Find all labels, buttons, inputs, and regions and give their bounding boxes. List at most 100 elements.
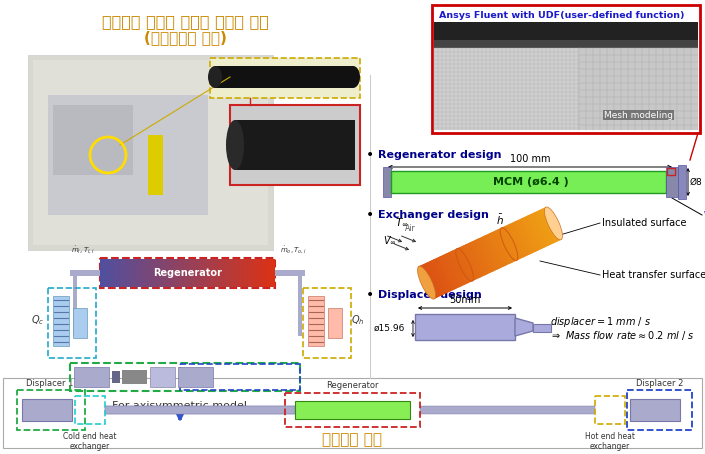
Bar xyxy=(199,259,200,287)
Bar xyxy=(268,259,269,287)
Bar xyxy=(130,259,131,287)
Text: $T_\infty$: $T_\infty$ xyxy=(396,216,409,228)
Bar xyxy=(105,406,295,414)
Bar xyxy=(476,238,495,272)
Bar xyxy=(256,259,257,287)
Bar xyxy=(197,259,198,287)
Bar xyxy=(472,240,490,274)
Bar xyxy=(457,247,476,281)
Bar xyxy=(148,259,149,287)
Text: $\bar{h}$: $\bar{h}$ xyxy=(496,213,504,227)
Text: $Q_h$: $Q_h$ xyxy=(351,313,364,327)
Bar xyxy=(100,259,101,287)
Bar xyxy=(202,259,203,287)
Text: Insulated surface: Insulated surface xyxy=(602,218,687,228)
Bar xyxy=(308,296,324,346)
Bar xyxy=(159,259,160,287)
Bar xyxy=(443,253,462,287)
Bar xyxy=(235,120,355,170)
Bar xyxy=(501,227,519,261)
Bar xyxy=(188,259,189,287)
Text: Ansys Fluent with UDF(user-defined function): Ansys Fluent with UDF(user-defined funct… xyxy=(439,10,685,20)
Bar xyxy=(537,210,556,244)
Bar xyxy=(484,234,503,268)
Bar xyxy=(174,259,175,287)
Bar xyxy=(167,259,168,287)
Bar xyxy=(138,259,139,287)
Bar xyxy=(53,105,133,175)
Bar xyxy=(465,243,484,277)
Bar xyxy=(147,259,148,287)
Bar xyxy=(252,259,253,287)
Bar xyxy=(212,259,213,287)
Bar xyxy=(136,259,137,287)
Bar xyxy=(101,259,102,287)
Bar xyxy=(434,48,579,130)
Bar xyxy=(422,263,441,297)
Bar xyxy=(516,219,534,254)
Bar xyxy=(228,259,229,287)
Bar xyxy=(216,259,217,287)
Bar xyxy=(497,228,515,262)
Ellipse shape xyxy=(208,66,222,88)
Bar xyxy=(328,308,342,338)
Bar xyxy=(495,229,514,263)
Bar xyxy=(112,371,120,383)
Bar xyxy=(488,232,506,267)
Bar xyxy=(181,259,182,287)
Bar xyxy=(429,260,448,294)
Bar xyxy=(74,367,109,387)
Bar xyxy=(298,276,302,336)
Bar xyxy=(533,324,551,332)
Bar xyxy=(121,259,122,287)
Text: Working fluid (water): Working fluid (water) xyxy=(704,211,705,219)
Bar xyxy=(440,255,458,289)
Bar xyxy=(227,259,228,287)
Bar xyxy=(450,250,468,285)
Bar xyxy=(160,259,161,287)
Bar xyxy=(266,259,267,287)
Bar xyxy=(229,259,230,287)
Bar xyxy=(194,259,195,287)
Bar xyxy=(186,259,187,287)
Bar xyxy=(200,259,201,287)
Bar xyxy=(116,259,117,287)
Bar xyxy=(434,22,698,40)
Bar xyxy=(482,236,500,270)
Bar xyxy=(168,259,169,287)
Bar xyxy=(208,259,209,287)
Bar xyxy=(190,259,191,287)
Text: $\dot{m}_i, T_{i,i}$: $\dot{m}_i, T_{i,i}$ xyxy=(71,245,95,257)
Bar xyxy=(106,259,107,287)
Bar xyxy=(530,213,549,247)
Bar xyxy=(166,259,167,287)
Text: MCM (ø6.4 ): MCM (ø6.4 ) xyxy=(493,177,568,187)
Bar xyxy=(215,66,353,88)
Text: Displacer design: Displacer design xyxy=(378,290,482,300)
Bar xyxy=(514,220,533,255)
Bar xyxy=(274,259,275,287)
Bar xyxy=(667,168,675,175)
Bar xyxy=(254,259,255,287)
Bar xyxy=(104,259,105,287)
Bar xyxy=(473,239,492,274)
Bar xyxy=(171,259,172,287)
Bar xyxy=(126,259,127,287)
Text: Regenerator: Regenerator xyxy=(153,268,222,278)
Bar xyxy=(520,218,538,252)
Bar xyxy=(112,259,113,287)
Bar xyxy=(108,259,109,287)
Bar xyxy=(494,230,513,264)
Text: For axisymmetric model: For axisymmetric model xyxy=(113,401,247,411)
Text: Exchanger design: Exchanger design xyxy=(378,210,489,220)
Bar xyxy=(539,208,558,243)
Bar xyxy=(144,259,145,287)
Bar xyxy=(209,259,210,287)
Bar xyxy=(184,259,185,287)
Bar xyxy=(526,215,544,249)
Bar xyxy=(203,259,204,287)
Bar xyxy=(513,221,532,255)
Bar xyxy=(435,257,454,291)
Bar xyxy=(201,259,202,287)
Bar xyxy=(110,259,111,287)
